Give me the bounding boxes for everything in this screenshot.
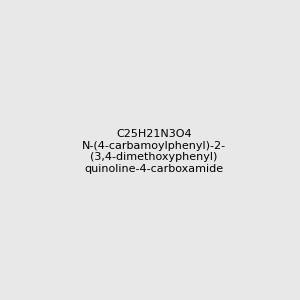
Text: C25H21N3O4
N-(4-carbamoylphenyl)-2-
(3,4-dimethoxyphenyl)
quinoline-4-carboxamid: C25H21N3O4 N-(4-carbamoylphenyl)-2- (3,4… bbox=[82, 129, 226, 174]
